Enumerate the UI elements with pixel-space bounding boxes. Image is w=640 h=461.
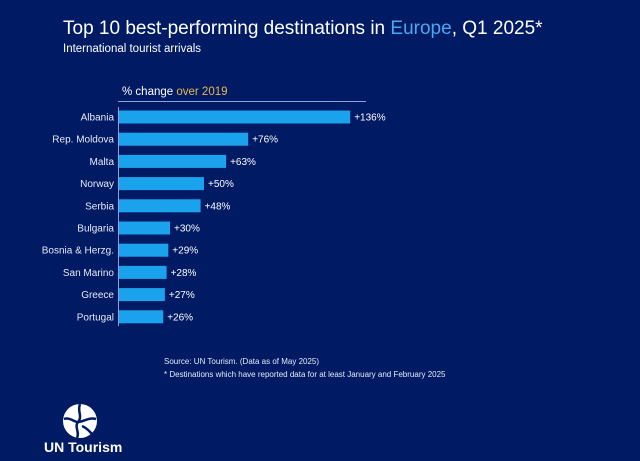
axis-title-highlight: over 2019 [176,86,228,98]
title-prefix: Top 10 best-performing destinations in [63,18,391,39]
un-tourism-logo-icon [63,403,97,439]
axis-title-prefix: % change [122,86,177,98]
data-label: +50% [208,179,234,190]
data-label: +28% [171,268,197,279]
bar [119,265,167,279]
category-label: San Marino [63,268,115,279]
title-suffix: , Q1 2025* [451,18,543,39]
footnote-text: * Destinations which have reported data … [164,370,446,379]
category-label: Greece [81,290,114,301]
data-label: +26% [167,312,193,323]
bar [119,199,201,213]
bar [119,243,169,257]
bar [119,288,165,302]
bar [119,110,351,124]
bar [119,132,249,146]
data-label: +48% [205,201,231,212]
bar [119,221,170,235]
source-text: Source: UN Tourism. (Data as of May 2025… [164,357,320,366]
chart-subtitle: International tourist arrivals [63,43,202,55]
category-label: Portugal [77,312,114,323]
title-highlight: Europe [390,18,452,39]
category-label: Norway [80,179,114,190]
bar [119,177,204,191]
bar [119,154,227,168]
header-divider [118,101,366,102]
category-label: Albania [81,113,115,124]
brand-name: UN Tourism [44,439,123,455]
data-label: +76% [252,135,278,146]
data-label: +136% [354,113,386,124]
category-label: Rep. Moldova [52,135,114,146]
category-label: Serbia [85,201,114,212]
axis-title: % change over 2019 [122,86,228,98]
data-label: +27% [169,290,195,301]
category-label: Malta [90,157,115,168]
bar [119,310,164,324]
data-label: +30% [174,224,200,235]
chart-title: Top 10 best-performing destinations in E… [63,18,543,40]
category-label: Bosnia & Herzg. [42,246,114,257]
data-label: +29% [172,246,198,257]
category-label: Bulgaria [77,224,114,235]
data-label: +63% [230,157,256,168]
